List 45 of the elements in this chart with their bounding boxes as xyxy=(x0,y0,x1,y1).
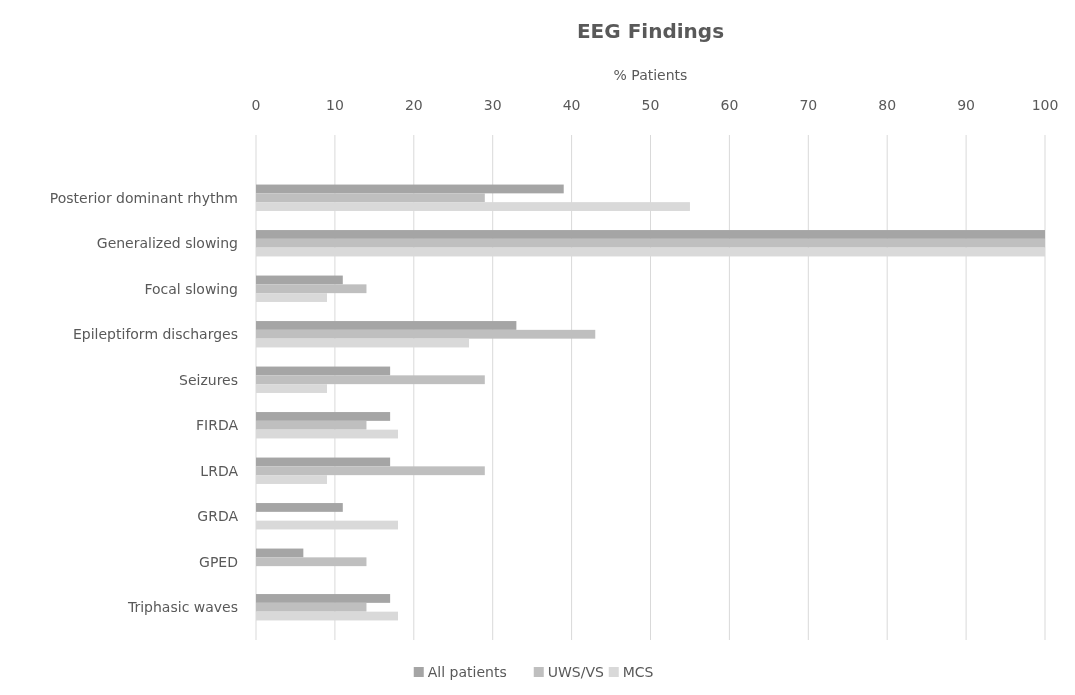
y-tick-label: FIRDA xyxy=(195,417,239,434)
bar xyxy=(256,412,391,421)
x-tick-label: 70 xyxy=(799,97,818,113)
x-tick-label: 10 xyxy=(325,97,344,113)
x-tick-label: 30 xyxy=(483,97,502,113)
bar xyxy=(256,503,343,512)
bar xyxy=(256,284,367,294)
chart-title: EEG Findings xyxy=(576,19,725,43)
bar xyxy=(256,602,367,612)
bar xyxy=(256,548,304,558)
y-tick-label: Seizures xyxy=(179,371,238,388)
bar xyxy=(256,193,485,203)
y-tick-label: GPED xyxy=(199,553,238,570)
x-axis-title: % Patients xyxy=(613,67,688,83)
x-tick-label: 20 xyxy=(404,97,423,113)
y-tick-label: Focal slowing xyxy=(144,280,238,297)
y-tick-label: GRDA xyxy=(197,508,239,525)
x-tick-label: 0 xyxy=(251,97,261,113)
bar xyxy=(256,321,517,330)
bar xyxy=(256,420,367,430)
bar xyxy=(256,184,564,194)
bar xyxy=(256,275,343,285)
x-tick-label: 60 xyxy=(720,97,739,113)
y-tick-label: Generalized slowing xyxy=(96,235,238,252)
bar xyxy=(256,557,367,567)
y-tick-label: Triphasic waves xyxy=(126,599,238,616)
x-tick-label: 40 xyxy=(562,97,581,113)
bar xyxy=(256,375,485,385)
y-tick-label: Posterior dominant rhythm xyxy=(49,189,238,206)
bar xyxy=(256,457,391,467)
x-tick-label: 90 xyxy=(957,97,976,113)
y-tick-label: Epileptiform discharges xyxy=(72,326,238,343)
x-tick-label: 50 xyxy=(641,97,660,113)
bar xyxy=(256,238,1045,248)
legend-label: MCS xyxy=(622,664,654,680)
x-tick-label: 80 xyxy=(878,97,897,113)
legend-label: UWS/VS xyxy=(547,664,605,680)
y-tick-label: LRDA xyxy=(200,462,239,479)
legend-label: All patients xyxy=(427,664,507,680)
bar xyxy=(256,230,1045,239)
bar xyxy=(256,594,391,603)
x-tick-label: 100 xyxy=(1031,97,1059,113)
bar xyxy=(256,329,596,339)
bar xyxy=(256,466,485,476)
bar xyxy=(256,366,391,376)
